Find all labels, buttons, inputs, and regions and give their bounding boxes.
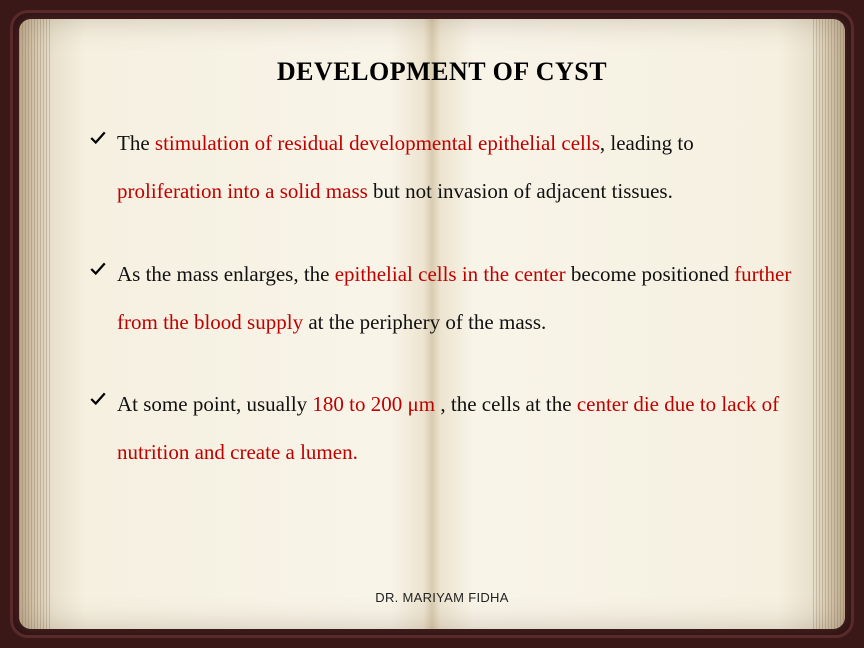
text-highlight: 180 to 200 μm — [312, 392, 440, 416]
check-icon — [89, 260, 107, 278]
text-highlight: epithelial cells in the center — [335, 262, 571, 286]
page-title: DEVELOPMENT OF CYST — [89, 57, 795, 87]
footer-credit: DR. MARIYAM FIDHA — [89, 590, 795, 605]
bullet-item-1: The stimulation of residual developmenta… — [89, 119, 795, 216]
text-run: As the mass enlarges, the — [117, 262, 335, 286]
slide-frame: DEVELOPMENT OF CYST The stimulation of r… — [0, 0, 864, 648]
text-highlight: proliferation into a solid mass — [117, 179, 373, 203]
book-pages: DEVELOPMENT OF CYST The stimulation of r… — [19, 19, 845, 629]
bullet-item-3: At some point, usually 180 to 200 μm , t… — [89, 380, 795, 477]
text-run: but not invasion of adjacent tissues. — [373, 179, 673, 203]
bullet-item-2: As the mass enlarges, the epithelial cel… — [89, 250, 795, 347]
text-highlight: stimulation of residual developmental ep… — [155, 131, 600, 155]
text-run: The — [117, 131, 155, 155]
book-border: DEVELOPMENT OF CYST The stimulation of r… — [10, 10, 854, 638]
text-run: , leading to — [600, 131, 694, 155]
text-run: become positioned — [571, 262, 734, 286]
text-run: at the periphery of the mass. — [308, 310, 546, 334]
check-icon — [89, 390, 107, 408]
check-icon — [89, 129, 107, 147]
text-run: , the cells at the — [440, 392, 576, 416]
text-run: At some point, usually — [117, 392, 312, 416]
content-area: DEVELOPMENT OF CYST The stimulation of r… — [89, 57, 795, 609]
